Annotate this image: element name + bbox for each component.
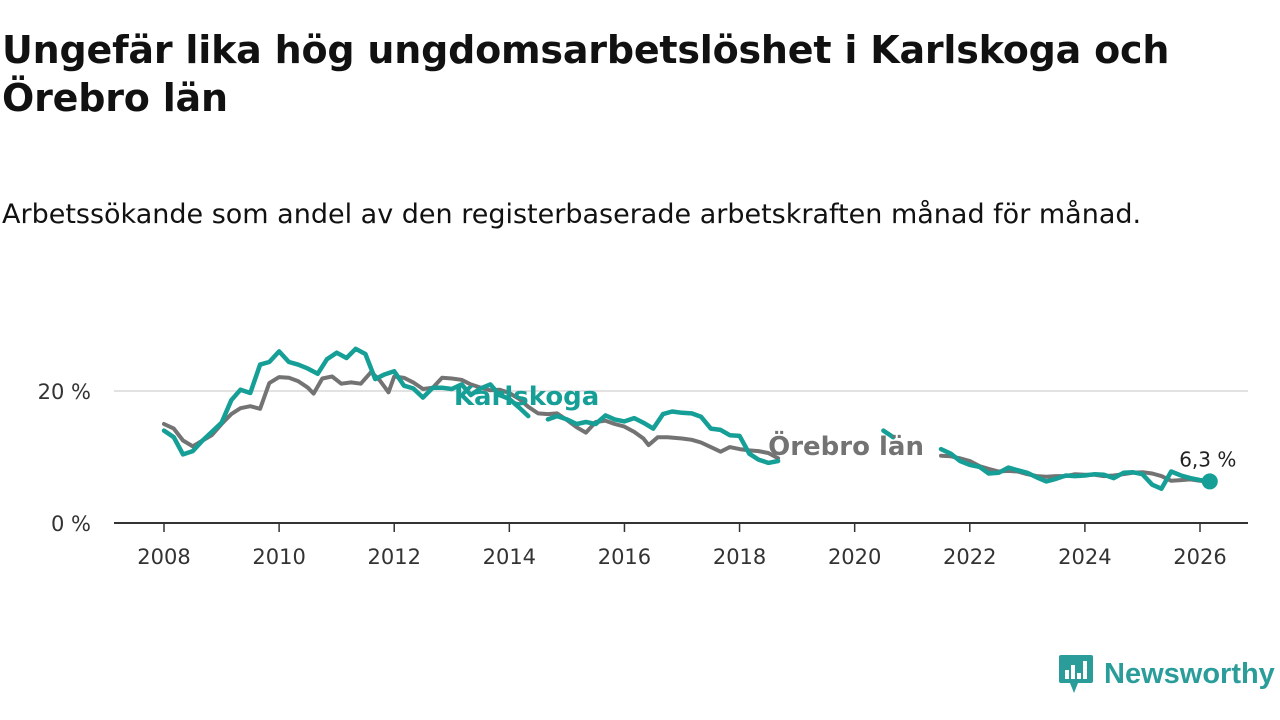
y-tick-label: 20 % [38, 380, 91, 404]
x-tick-label: 2022 [943, 545, 996, 569]
series--rebro-l-n [162, 369, 1212, 484]
chart-title: Ungefär lika hög ungdomsarbetslöshet i K… [2, 28, 1170, 120]
series-labels: Örebro län Karlskoga 6,3 % [454, 382, 1236, 490]
x-tick-label: 2016 [598, 545, 651, 569]
series-line-segment [938, 446, 1213, 491]
series-label-karlskoga: Karlskoga [454, 382, 600, 412]
x-tick-label: 2024 [1058, 545, 1111, 569]
series-karlskoga [161, 346, 1213, 491]
y-axis-ticks: 0 % 20 % [38, 380, 91, 536]
x-tick-label: 2010 [252, 545, 305, 569]
x-tick-label: 2012 [367, 545, 420, 569]
end-value-label: 6,3 % [1179, 447, 1236, 471]
x-tick-label: 2008 [137, 545, 190, 569]
x-tick-label: 2014 [483, 545, 536, 569]
y-tick-label: 0 % [51, 512, 91, 536]
newsworthy-logo[interactable]: Newsworthy [1058, 652, 1275, 696]
brand-name: Newsworthy [1104, 657, 1275, 690]
x-tick-label: 2020 [828, 545, 881, 569]
series-line-segment [161, 346, 531, 457]
x-tick-label: 2026 [1173, 545, 1226, 569]
x-axis: 2008 2010 2012 2014 2016 2018 2020 2022 2024 2026 [114, 522, 1248, 569]
chart-subtitle: Arbetssökande som andel av den registerb… [2, 199, 1142, 230]
series-line-segment [162, 369, 781, 461]
newsworthy-chart-icon [1059, 655, 1093, 693]
series-line-segment [545, 409, 781, 466]
series-label--rebro-l-n: Örebro län [768, 429, 924, 462]
series-layer [161, 346, 1213, 491]
end-point-marker [1201, 473, 1218, 490]
x-tick-label: 2018 [713, 545, 766, 569]
series-line-segment [881, 428, 896, 440]
